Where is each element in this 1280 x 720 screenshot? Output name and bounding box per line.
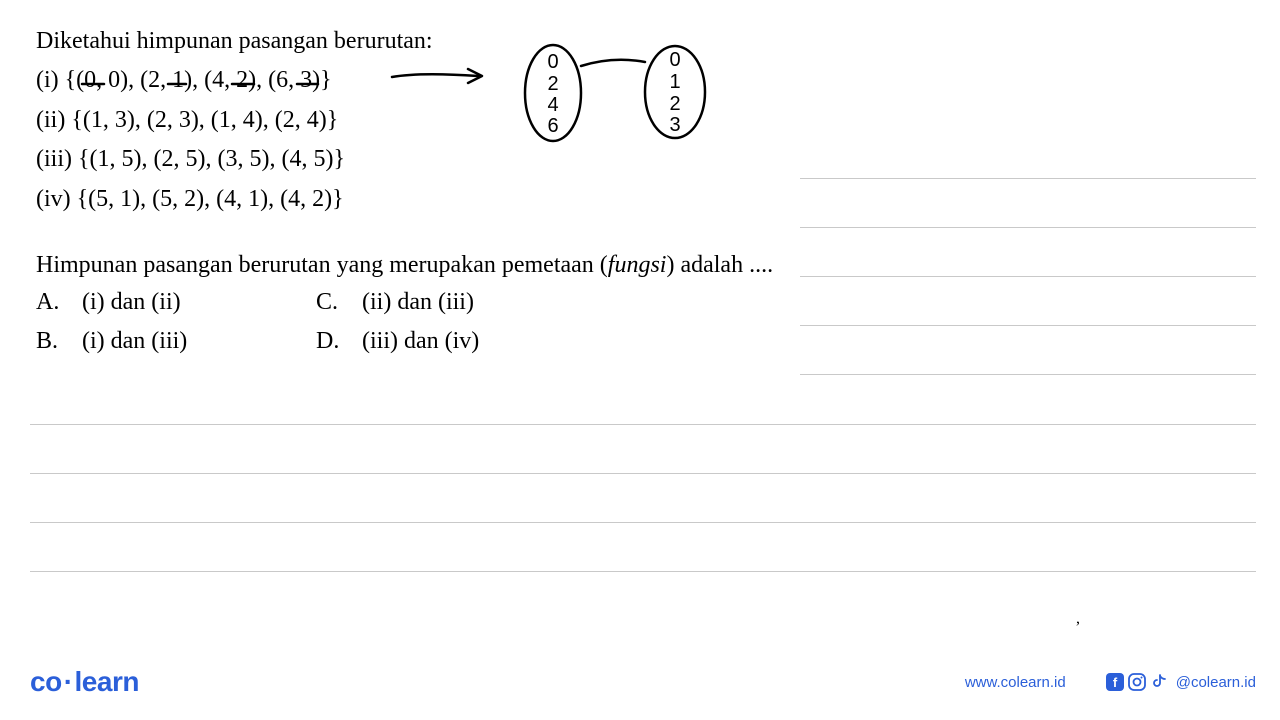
ruled-line <box>30 522 1256 523</box>
instagram-icon <box>1128 673 1146 691</box>
logo-dot: · <box>62 666 75 697</box>
options-grid: A. (i) dan (ii) C. (ii) dan (iii) B. (i)… <box>36 289 754 355</box>
footer-url: www.colearn.id <box>965 674 1066 691</box>
svg-text:f: f <box>1113 675 1118 690</box>
social-handle: @colearn.id <box>1176 674 1256 691</box>
left-val-4: 4 <box>547 94 558 116</box>
item-iv: (iv) {(5, 1), (5, 2), (4, 1), (4, 2)} <box>36 180 754 220</box>
question-part1: Himpunan pasangan berurutan yang merupak… <box>36 252 608 278</box>
option-c-letter: C. <box>316 289 344 316</box>
right-val-3: 3 <box>669 114 680 136</box>
option-a: A. (i) dan (ii) <box>36 289 306 316</box>
stray-mark: , <box>1076 610 1080 628</box>
option-b-text: (i) dan (iii) <box>82 328 187 355</box>
question-text: Himpunan pasangan berurutan yang merupak… <box>36 247 786 283</box>
left-val-2: 2 <box>547 73 558 95</box>
ruled-line <box>800 178 1256 179</box>
option-d-text: (iii) dan (iv) <box>362 328 479 355</box>
option-d: D. (iii) dan (iv) <box>316 328 586 355</box>
option-b: B. (i) dan (iii) <box>36 328 306 355</box>
left-val-0: 0 <box>547 51 558 73</box>
option-a-text: (i) dan (ii) <box>82 289 181 316</box>
option-b-letter: B. <box>36 328 64 355</box>
social-icons: f <box>1106 673 1168 691</box>
option-c-text: (ii) dan (iii) <box>362 289 474 316</box>
ruled-line <box>800 227 1256 228</box>
ruled-line <box>800 374 1256 375</box>
main-ruled-lines <box>30 424 1256 620</box>
right-ruled-lines <box>800 178 1256 423</box>
question-italic: fungsi <box>608 252 667 278</box>
handwritten-underlines <box>36 60 456 92</box>
right-val-1: 1 <box>669 71 680 93</box>
tiktok-icon <box>1150 673 1168 691</box>
option-a-letter: A. <box>36 289 64 316</box>
handwritten-mapping-diagram: 0 2 4 6 0 1 2 3 <box>515 38 725 148</box>
facebook-icon: f <box>1106 673 1124 691</box>
right-val-2: 2 <box>669 93 680 115</box>
option-d-letter: D. <box>316 328 344 355</box>
ruled-line <box>30 424 1256 425</box>
option-c: C. (ii) dan (iii) <box>316 289 586 316</box>
right-val-0: 0 <box>669 49 680 71</box>
ruled-line <box>30 571 1256 572</box>
ruled-line <box>30 473 1256 474</box>
logo-learn: learn <box>75 666 139 697</box>
ruled-line <box>800 325 1256 326</box>
left-val-6: 6 <box>547 115 558 137</box>
social-block: f @colearn.id <box>1106 673 1256 691</box>
footer: co·learn www.colearn.id f @colearn.id <box>30 666 1256 698</box>
question-part2: ) adalah .... <box>666 252 773 278</box>
colearn-logo: co·learn <box>30 666 139 698</box>
footer-right: www.colearn.id f @colearn.id <box>965 673 1256 691</box>
ruled-line <box>800 276 1256 277</box>
logo-co: co <box>30 666 62 697</box>
